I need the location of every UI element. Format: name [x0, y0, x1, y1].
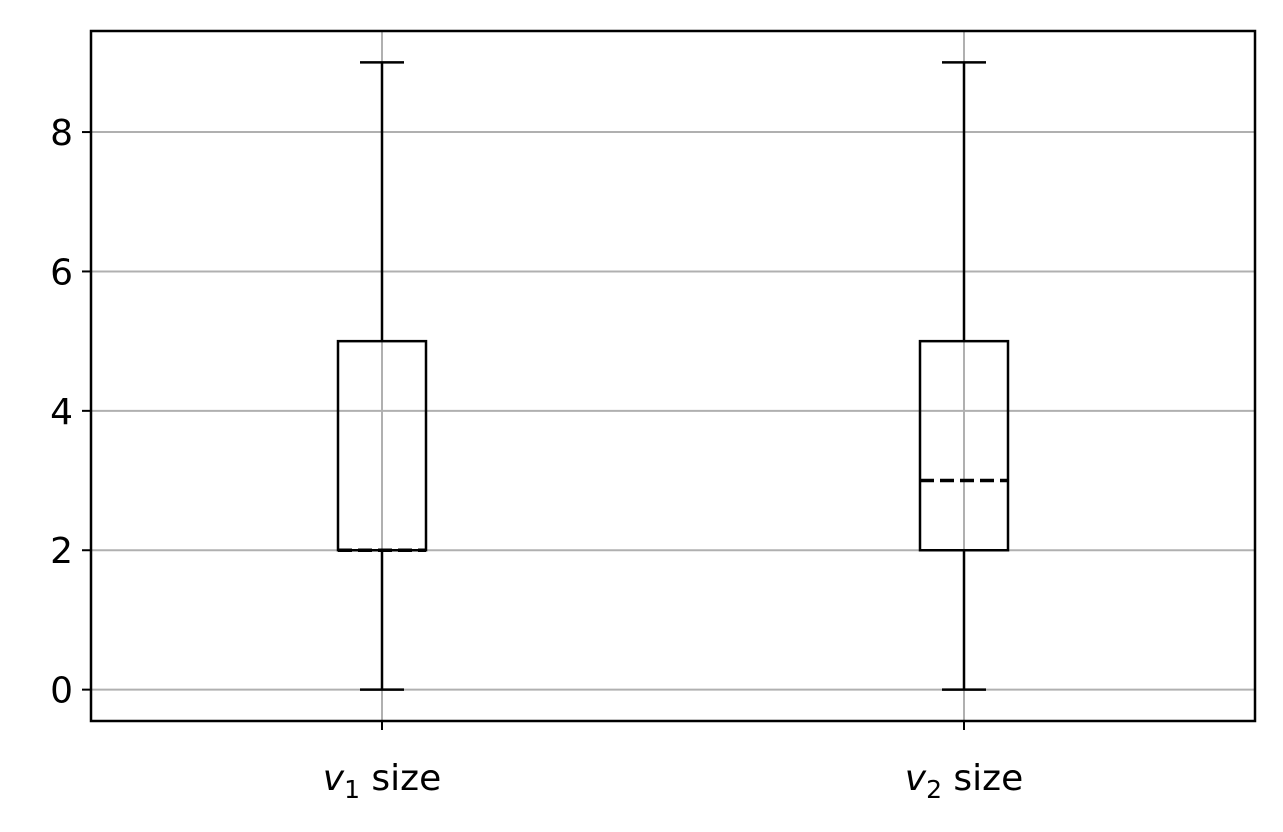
y-axis: 0 2 4 6 8 — [50, 113, 91, 712]
y-tick-label: 4 — [50, 392, 73, 433]
y-tick-label: 2 — [50, 531, 73, 572]
x-tick-label: v1 size — [323, 758, 441, 804]
iqr-box — [918, 339, 1010, 552]
x-tick-label: v2 size — [905, 758, 1023, 804]
plot-frame — [89, 29, 1257, 723]
y-tick-label: 0 — [50, 671, 73, 712]
y-tick-label: 8 — [50, 113, 73, 154]
box-1 — [336, 61, 428, 691]
box-2 — [918, 61, 1010, 691]
x-axis: v1 size v2 size — [323, 721, 1023, 804]
y-tick-label: 6 — [50, 252, 73, 293]
box-group — [336, 61, 1010, 691]
gridlines — [91, 31, 1255, 721]
